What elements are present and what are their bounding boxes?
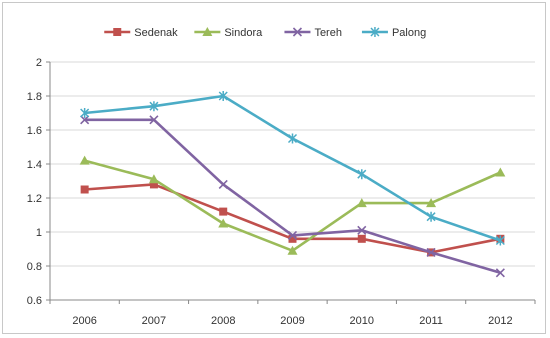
- data-point: [287, 245, 298, 255]
- series-sindora: [79, 155, 506, 255]
- x-tick-label: 2007: [142, 315, 166, 327]
- y-tick-label: 0.8: [27, 261, 42, 273]
- legend-label: Sindora: [224, 27, 263, 39]
- series-palong: [80, 91, 505, 246]
- series-lines: [79, 91, 506, 278]
- data-point: [149, 180, 158, 189]
- legend-marker: [370, 27, 380, 37]
- y-tick-label: 0.6: [27, 295, 42, 307]
- data-point: [80, 185, 89, 194]
- data-point: [218, 91, 228, 101]
- data-point: [149, 101, 159, 112]
- x-tick-label: 2011: [419, 315, 443, 327]
- data-point: [149, 115, 159, 125]
- x-tick-label: 2010: [350, 315, 374, 327]
- data-point: [287, 230, 298, 240]
- legend-label: Tereh: [314, 27, 342, 39]
- data-point: [288, 234, 297, 243]
- y-tick-label: 1: [36, 227, 42, 239]
- legend-item-sedenak: Sedenak: [104, 27, 178, 39]
- data-point: [219, 207, 228, 216]
- data-point: [80, 115, 90, 125]
- data-point: [357, 169, 367, 180]
- chart-frame: [2, 2, 546, 334]
- data-point: [495, 167, 506, 177]
- legend-item-sindora: Sindora: [194, 27, 263, 39]
- x-tick-label: 2008: [211, 315, 235, 327]
- data-point: [218, 218, 229, 228]
- legend: Sedenak Sindora Tereh Palong: [104, 27, 426, 39]
- legend-item-tereh: Tereh: [284, 27, 342, 39]
- data-point: [80, 108, 90, 118]
- data-point: [287, 133, 298, 144]
- data-point: [426, 198, 437, 208]
- data-point: [148, 174, 159, 184]
- data-point: [79, 155, 90, 165]
- data-point: [426, 211, 436, 222]
- data-point: [357, 234, 366, 243]
- series-tereh: [80, 115, 505, 278]
- data-point: [356, 198, 367, 208]
- y-tick-label: 1.8: [27, 91, 42, 103]
- y-tick-label: 1.4: [27, 159, 42, 171]
- legend-item-palong: Palong: [361, 27, 426, 39]
- data-point: [426, 247, 436, 257]
- data-point: [495, 235, 505, 246]
- legend-marker: [292, 27, 303, 37]
- y-tick-label: 2: [36, 57, 42, 69]
- legend-marker: [113, 28, 122, 36]
- axes: 0.6 0.8 1 1.2 1.4 1.6 1.8 2 2006 2007 2008 2009 2010…: [27, 57, 536, 327]
- series-line: [84, 94, 501, 242]
- legend-label: Palong: [392, 27, 426, 39]
- x-tick-label: 2006: [72, 315, 96, 327]
- series-sedenak: [80, 180, 505, 257]
- data-point: [218, 179, 228, 189]
- x-tick-label: 2012: [488, 315, 512, 327]
- data-point: [357, 225, 367, 235]
- x-tick-label: 2009: [280, 315, 304, 327]
- legend-marker: [202, 27, 213, 36]
- data-point: [495, 268, 505, 278]
- y-tick-label: 1.2: [27, 193, 42, 205]
- y-tick-label: 1.6: [27, 125, 42, 137]
- legend-label: Sedenak: [134, 27, 178, 39]
- gridlines: [50, 61, 535, 301]
